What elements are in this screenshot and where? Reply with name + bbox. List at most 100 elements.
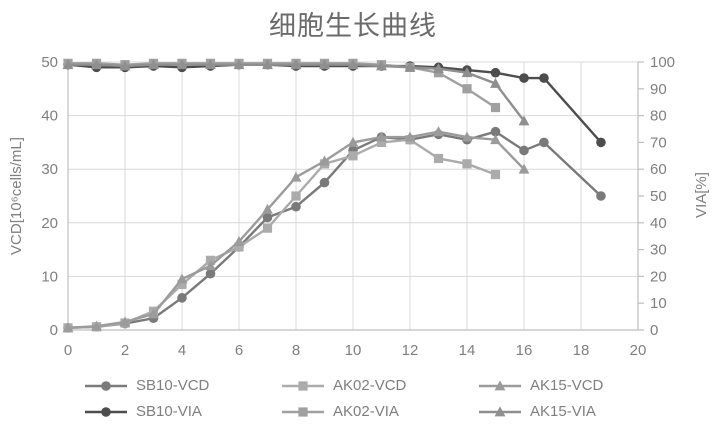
series-marker-triangle xyxy=(290,171,302,182)
series-marker-triangle xyxy=(404,61,416,72)
series-marker-triangle xyxy=(518,115,530,126)
series-marker-triangle xyxy=(262,59,273,70)
series-marker-triangle xyxy=(490,134,501,145)
series-marker-square xyxy=(234,242,244,252)
y-left-tick-label: 10 xyxy=(41,268,58,285)
x-tick-label: 20 xyxy=(630,342,647,359)
series-marker-triangle xyxy=(148,308,159,319)
legend-item-AK15-VCD: AK15-VCD xyxy=(478,377,675,394)
series-line-AK02-VCD xyxy=(67,138,496,330)
series-marker-triangle xyxy=(233,59,245,70)
legend-item-AK15-VIA: AK15-VIA xyxy=(478,403,675,420)
series-marker-triangle xyxy=(290,59,302,70)
y-axis-left-label: VCD[10⁶cells/mL] xyxy=(8,137,25,255)
x-tick-label: 6 xyxy=(235,342,243,359)
series-marker-circle xyxy=(101,406,111,417)
legend-label-AK15-VCD: AK15-VCD xyxy=(530,377,604,394)
legend-item-AK02-VIA: AK02-VIA xyxy=(281,403,478,420)
y-axis-right-label: VIA[%] xyxy=(693,172,710,218)
legend-item-AK02-VCD: AK02-VCD xyxy=(281,377,478,394)
series-marker-triangle xyxy=(62,322,74,333)
series-marker-triangle xyxy=(433,126,444,137)
series-marker-square xyxy=(462,84,472,94)
series-marker-circle xyxy=(101,380,111,391)
legend-item-SB10-VIA: SB10-VIA xyxy=(84,403,281,420)
series-marker-triangle xyxy=(433,63,444,74)
series-marker-circle xyxy=(539,73,549,83)
series-marker-triangle xyxy=(119,316,131,327)
legend-label-AK15-VIA: AK15-VIA xyxy=(530,403,596,420)
series-marker-circle xyxy=(539,137,549,148)
x-tick-label: 2 xyxy=(121,342,129,359)
x-tick-label: 18 xyxy=(573,342,590,359)
x-tick-label: 8 xyxy=(292,342,300,359)
legend-circle-icon xyxy=(85,380,127,391)
y-right-tick-label: 80 xyxy=(650,108,667,125)
y-left-tick-label: 0 xyxy=(50,322,58,339)
series-marker-circle xyxy=(205,268,216,279)
series-marker-circle xyxy=(596,137,606,148)
legend-label-AK02-VCD: AK02-VCD xyxy=(333,377,407,394)
x-tick-label: 12 xyxy=(402,342,419,359)
legend-circle-icon xyxy=(85,406,127,417)
series-marker-triangle xyxy=(262,203,273,214)
series-marker-triangle xyxy=(176,59,188,70)
y-left-tick-label: 40 xyxy=(41,108,58,125)
series-marker-square xyxy=(433,153,444,164)
y-left-tick-label: 30 xyxy=(41,161,58,178)
series-marker-square xyxy=(490,169,501,180)
series-marker-triangle xyxy=(176,273,188,284)
series-marker-square xyxy=(177,279,187,290)
series-marker-triangle xyxy=(494,405,506,416)
series-marker-square xyxy=(376,137,387,147)
series-marker-triangle xyxy=(347,136,359,147)
series-marker-square xyxy=(298,380,308,391)
series-marker-triangle xyxy=(91,59,102,70)
legend: SB10-VCD AK02-VCD AK15-VCD SB10-VIA AK02-VIA… xyxy=(84,377,675,420)
series-marker-circle xyxy=(490,67,501,78)
x-tick-label: 14 xyxy=(459,342,476,359)
series-marker-circle xyxy=(262,212,273,223)
series-marker-square xyxy=(462,159,472,169)
series-marker-square xyxy=(298,406,308,417)
y-right-tick-label: 30 xyxy=(650,242,667,259)
series-marker-square xyxy=(348,151,358,161)
y-right-tick-label: 20 xyxy=(650,268,667,285)
series-marker-triangle xyxy=(404,131,416,142)
series-marker-triangle xyxy=(205,59,216,70)
series-marker-triangle xyxy=(233,235,245,246)
series-marker-triangle xyxy=(461,67,473,78)
series-marker-circle xyxy=(319,177,330,188)
y-right-tick-label: 90 xyxy=(650,81,667,98)
series-marker-circle xyxy=(519,145,529,156)
legend-square-icon xyxy=(282,380,324,391)
y-right-tick-label: 0 xyxy=(650,322,658,339)
series-marker-triangle xyxy=(148,59,159,70)
legend-triangle-icon xyxy=(479,379,521,390)
y-right-tick-label: 60 xyxy=(650,161,667,178)
series-marker-triangle xyxy=(461,131,473,142)
y-right-tick-label: 10 xyxy=(650,295,667,312)
x-tick-label: 4 xyxy=(178,342,186,359)
x-tick-label: 10 xyxy=(345,342,362,359)
series-marker-triangle xyxy=(376,131,387,142)
series-marker-triangle xyxy=(62,59,74,70)
legend-square-icon xyxy=(282,406,324,417)
x-tick-label: 16 xyxy=(516,342,533,359)
series-marker-triangle xyxy=(494,379,506,390)
series-marker-triangle xyxy=(376,60,387,71)
series-marker-triangle xyxy=(518,163,530,174)
legend-triangle-icon xyxy=(479,405,521,416)
series-marker-triangle xyxy=(205,260,216,271)
series-marker-triangle xyxy=(319,155,330,166)
series-line-AK02-VIA xyxy=(68,62,497,109)
series-marker-triangle xyxy=(119,60,131,71)
y-right-tick-label: 40 xyxy=(650,215,667,232)
series-marker-circle xyxy=(177,293,187,303)
series-marker-circle xyxy=(596,191,606,201)
series-marker-triangle xyxy=(490,77,501,88)
series-marker-circle xyxy=(519,73,529,83)
series-marker-circle xyxy=(291,201,301,212)
